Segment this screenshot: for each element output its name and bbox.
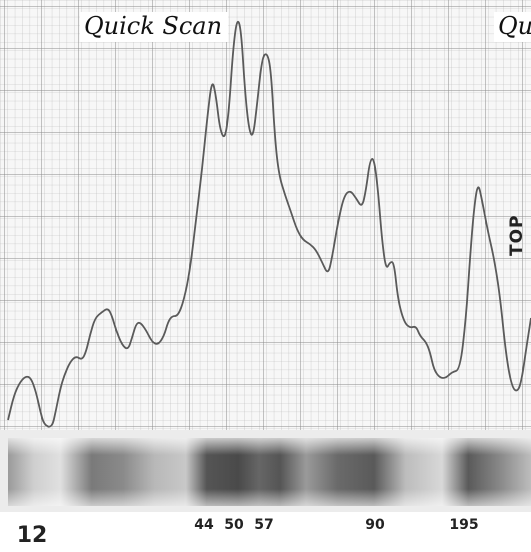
densitometer-trace xyxy=(7,20,531,428)
tick-label-44: 44 xyxy=(194,517,214,533)
tick-label-90: 90 xyxy=(365,517,385,533)
chart-title: Quick Scan xyxy=(80,12,229,42)
tick-label-50: 50 xyxy=(224,517,244,533)
tick-label-12: 12 xyxy=(16,523,48,548)
next-panel-title: Qu xyxy=(494,12,531,42)
tick-label-57: 57 xyxy=(254,517,274,533)
tick-label-195: 195 xyxy=(449,517,479,533)
trace-line xyxy=(7,20,531,428)
side-label: TOP xyxy=(507,214,527,256)
gel-strip-shading xyxy=(8,438,531,506)
major-grid xyxy=(0,0,531,430)
label-area xyxy=(0,512,531,552)
